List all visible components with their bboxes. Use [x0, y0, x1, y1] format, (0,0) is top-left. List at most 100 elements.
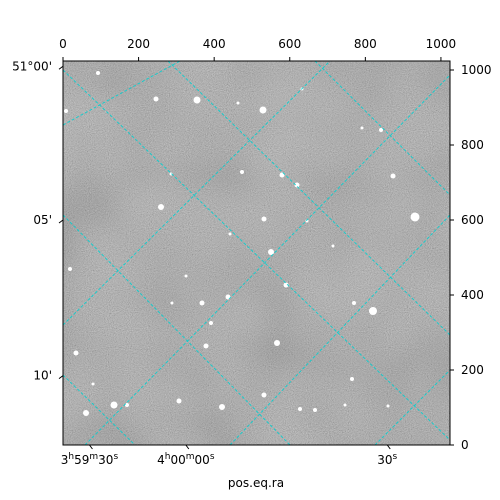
right-tick-label: 1000 — [461, 63, 492, 77]
star — [386, 404, 390, 408]
right-tick-label: 400 — [461, 288, 484, 302]
ra-label-part: 59 — [74, 453, 89, 467]
star — [360, 126, 364, 130]
ra-label-part: 4 — [157, 453, 165, 467]
star — [169, 172, 173, 176]
right-tick-label: 200 — [461, 363, 484, 377]
star — [313, 408, 317, 412]
top-tick-label: 200 — [127, 37, 150, 51]
star — [279, 172, 285, 178]
ra-label-part: 30 — [377, 453, 392, 467]
ra-label-part: s — [210, 452, 215, 462]
axis-ticks — [58, 57, 454, 450]
coordinate-grid — [63, 61, 450, 445]
plot-frame — [62, 60, 451, 446]
star — [331, 244, 335, 248]
grid-line — [63, 214, 291, 445]
star — [228, 232, 232, 236]
grid-line — [63, 61, 181, 126]
grid-line — [314, 61, 450, 196]
ra-label-part: 00 — [195, 453, 210, 467]
ra-label-part: 00 — [170, 453, 185, 467]
star — [176, 398, 182, 404]
ra-tick — [185, 444, 190, 450]
star — [158, 204, 164, 210]
star — [410, 212, 420, 222]
right-pixel-tick-labels: 1000 800 600 400 200 0 — [461, 63, 492, 452]
star — [298, 407, 302, 411]
star — [96, 71, 100, 75]
dec-tick-label: 10' — [33, 369, 52, 383]
dec-tick-label: 05' — [33, 213, 52, 227]
sky-image — [63, 61, 450, 445]
dec-tick-label: 51°00' — [12, 59, 52, 73]
star — [352, 301, 356, 305]
ra-tick — [89, 444, 93, 450]
star — [73, 350, 79, 356]
star — [219, 404, 225, 410]
star — [184, 274, 188, 278]
grid-line — [63, 61, 331, 326]
star — [193, 96, 201, 104]
top-tick-label: 600 — [278, 37, 301, 51]
ra-label-part: h — [68, 452, 74, 462]
star — [203, 343, 209, 349]
star — [283, 282, 289, 288]
star — [110, 401, 118, 409]
dec-tick — [58, 65, 64, 70]
ra-label-part: s — [393, 452, 398, 462]
ra-label-part: h — [165, 452, 171, 462]
star — [369, 307, 377, 315]
ra-tick-label: 3h59m30s — [61, 452, 119, 467]
star — [259, 106, 267, 114]
x-axis-title: pos.eq.ra — [228, 476, 284, 490]
grid-line — [63, 69, 450, 441]
star — [68, 267, 72, 271]
grid-line — [63, 374, 136, 445]
star — [199, 300, 205, 306]
right-tick-label: 0 — [461, 438, 469, 452]
star — [153, 96, 159, 102]
top-tick-label: 0 — [59, 37, 67, 51]
star — [274, 340, 280, 346]
star — [379, 128, 383, 132]
star — [343, 403, 347, 407]
top-pixel-tick-labels: 0 200 400 600 800 1000 — [59, 37, 456, 51]
dec-tick-labels: 51°00' 05' 10' — [12, 59, 52, 382]
ra-tick-label: 30s — [377, 452, 397, 467]
star — [261, 216, 267, 222]
star — [390, 173, 396, 179]
top-tick-label: 1000 — [426, 37, 457, 51]
grid-line — [229, 214, 450, 445]
star — [209, 321, 213, 325]
ra-label-part: m — [89, 452, 98, 462]
star — [64, 109, 68, 113]
right-tick-label: 600 — [461, 213, 484, 227]
ra-tick-label: 4h00m00s — [157, 452, 215, 467]
ra-label-part: 3 — [61, 453, 69, 467]
right-tick-label: 800 — [461, 138, 484, 152]
ra-label-part: s — [113, 452, 118, 462]
star — [240, 170, 244, 174]
grid-line — [374, 369, 450, 445]
ra-label-part: 30 — [98, 453, 113, 467]
ra-label-part: m — [186, 452, 195, 462]
star — [350, 377, 354, 381]
dec-tick — [58, 375, 64, 380]
star — [91, 382, 95, 386]
star-sources — [64, 71, 420, 416]
grid-line — [167, 61, 450, 336]
star — [170, 301, 174, 305]
star — [261, 392, 267, 398]
star — [83, 410, 89, 416]
grid-line — [84, 74, 450, 445]
star — [268, 249, 274, 255]
star — [236, 101, 240, 105]
top-tick-label: 800 — [354, 37, 377, 51]
dec-tick — [58, 219, 64, 224]
star — [294, 182, 300, 188]
ra-tick — [386, 444, 391, 450]
ra-tick-labels: 3h59m30s 4h00m00s 30s — [61, 452, 398, 467]
top-tick-label: 400 — [203, 37, 226, 51]
